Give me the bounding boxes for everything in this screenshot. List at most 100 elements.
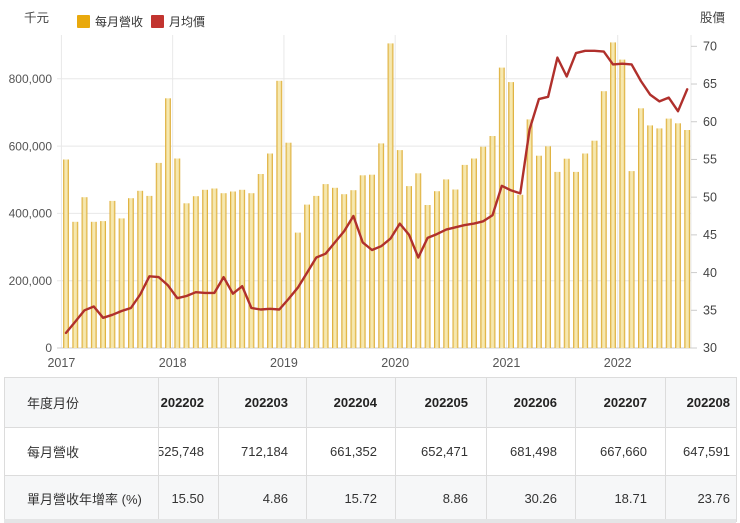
- revenue-bar: [489, 136, 496, 348]
- revenue-bar: [684, 130, 691, 348]
- revenue-bar: [508, 82, 514, 348]
- table-month-header-cell: 202207: [575, 377, 666, 428]
- revenue-bar: [276, 80, 283, 349]
- table-value-cell: 15.72: [306, 475, 396, 522]
- revenue-bar: [350, 190, 357, 348]
- revenue-bar: [471, 158, 477, 348]
- revenue-bar: [406, 186, 412, 348]
- table-value-cell: 712,184: [218, 427, 307, 476]
- revenue-bar: [545, 146, 551, 348]
- revenue-bar: [369, 174, 375, 348]
- legend-revenue-label: 每月營收: [95, 15, 144, 29]
- table-value-cell: 667,660: [575, 427, 666, 476]
- right-axis-tick-label: 45: [703, 228, 717, 242]
- table-value-cell: 23.76: [665, 475, 737, 522]
- revenue-bar: [387, 43, 394, 349]
- revenue-bar: [100, 221, 106, 348]
- revenue-bar: [248, 193, 255, 348]
- revenue-bar: [656, 128, 663, 348]
- table-yoy-row: 單月營收年增率 (%) 15.50 4.86 15.72 8.86 30.26 18.71…: [4, 475, 737, 522]
- revenue-bar: [600, 91, 607, 348]
- revenue-bar: [480, 146, 487, 348]
- revenue-bar: [554, 171, 561, 348]
- right-axis-tick-label: 40: [703, 266, 717, 280]
- revenue-bar: [165, 98, 171, 348]
- revenue-bar: [174, 158, 181, 348]
- table-value-cell: 652,471: [395, 427, 487, 476]
- revenue-bar: [313, 195, 320, 348]
- left-axis-tick-label: 200,000: [9, 274, 53, 288]
- row-header-revenue: 每月營收: [4, 427, 159, 476]
- revenue-bar: [647, 125, 653, 349]
- right-axis-tick-label: 35: [703, 303, 717, 317]
- x-axis-year-label: 2022: [604, 356, 632, 370]
- table-value-cell: 647,591: [665, 427, 737, 476]
- revenue-bar: [192, 196, 199, 348]
- table-value-cell: 8.86: [395, 475, 487, 522]
- x-axis-year-label: 2021: [493, 356, 521, 370]
- chart-legend: 每月營收 月均價: [77, 13, 205, 30]
- table-value-cell: 18.71: [575, 475, 666, 522]
- revenue-bar: [675, 123, 681, 348]
- revenue-bar: [146, 195, 153, 348]
- revenue-bar: [536, 155, 542, 348]
- left-axis-tick-label: 0: [45, 341, 52, 355]
- revenue-bar: [72, 221, 79, 348]
- revenue-bar: [563, 158, 570, 348]
- row-header-yearmonth: 年度月份: [4, 377, 159, 428]
- table-value-cell: 681,498: [486, 427, 576, 476]
- revenue-bar: [137, 190, 144, 348]
- table-value-cell: 30.26: [486, 475, 576, 522]
- revenue-bar: [341, 194, 348, 348]
- price-line: [64, 49, 689, 335]
- table-value-cell: 661,352: [306, 427, 396, 476]
- x-axis-year-label: 2019: [270, 356, 298, 370]
- revenue-bar: [638, 108, 644, 348]
- revenue-bar: [230, 191, 236, 348]
- revenue-bar: [220, 193, 227, 348]
- legend-item-revenue[interactable]: 每月營收: [77, 13, 143, 30]
- table-month-header-cell: 202208: [665, 377, 737, 428]
- revenue-bar: [461, 164, 468, 348]
- left-axis-title: 千元: [24, 11, 50, 25]
- revenue-bar: [452, 189, 459, 348]
- right-axis-title: 股價: [700, 11, 726, 25]
- legend-item-price[interactable]: 月均價: [151, 13, 205, 30]
- table-month-header-cell: 202203: [218, 377, 307, 428]
- x-axis-year-label: 2018: [159, 356, 187, 370]
- left-axis-tick-label: 400,000: [9, 207, 53, 221]
- table-horizontal-scrollbar[interactable]: [4, 519, 736, 523]
- right-axis-tick-label: 30: [703, 341, 717, 355]
- revenue-bar: [183, 203, 190, 348]
- revenue-legend-swatch-icon: [77, 15, 90, 28]
- revenue-bar: [591, 140, 598, 348]
- revenue-bar: [81, 197, 88, 348]
- table-value-cell: 4.86: [218, 475, 307, 522]
- revenue-price-chart: 800,000 600,000 400,000 200,000 0 70 65 60 55 50 4…: [9, 11, 726, 370]
- table-revenue-row: 每月營收 525,748 712,184 661,352 652,471 681,498…: [4, 427, 737, 476]
- legend-price-label: 月均價: [169, 15, 206, 29]
- revenue-bar: [304, 204, 310, 348]
- revenue-bar: [294, 232, 301, 348]
- revenue-bar: [63, 159, 69, 348]
- revenue-bar: [443, 179, 450, 348]
- left-axis-tick-label: 600,000: [9, 139, 53, 153]
- price-legend-swatch-icon: [151, 15, 165, 28]
- revenue-bar: [322, 184, 329, 348]
- revenue-bar: [211, 188, 218, 348]
- x-axis-year-label: 2017: [47, 356, 75, 370]
- revenue-bar: [285, 142, 292, 348]
- monthly-revenue-table: 年度月份 202202 202203 202204 202205 202206 20220…: [4, 377, 737, 522]
- revenue-bar: [90, 221, 97, 348]
- revenue-bar: [396, 150, 403, 348]
- revenue-bar: [128, 198, 134, 348]
- revenue-bar: [332, 187, 338, 348]
- revenue-bar: [582, 153, 589, 348]
- revenue-bar: [610, 42, 616, 349]
- left-axis-tick-label: 800,000: [9, 72, 53, 86]
- right-axis-tick-label: 70: [703, 40, 717, 54]
- revenue-bar: [526, 119, 533, 349]
- table-month-header-cell: 202202: [158, 377, 219, 428]
- revenue-bar: [267, 153, 273, 348]
